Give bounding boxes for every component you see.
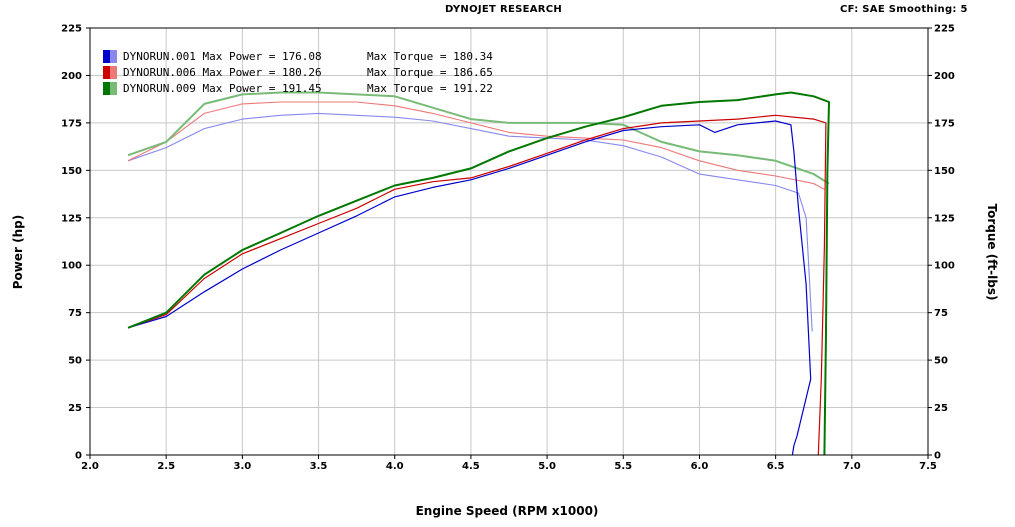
x-tick-label: 6.5: [767, 461, 785, 472]
legend-torque-label: Max Torque = 186.65: [367, 66, 493, 79]
y-tick-label-left: 50: [68, 356, 82, 367]
x-tick-label: 3.0: [234, 461, 252, 472]
series-line-dynorun-001-power: [127, 120, 812, 456]
x-tick-label: 5.5: [614, 461, 632, 472]
series-line-dynorun-009-torque: [127, 91, 830, 185]
y-tick-label-left: 75: [68, 308, 82, 319]
y-tick-label-right: 175: [934, 118, 955, 129]
legend-torque-label: Max Torque = 180.34: [367, 50, 493, 63]
y-axis-label-right: Torque (ft-lbs): [985, 204, 999, 301]
y-tick-label-left: 200: [61, 71, 82, 82]
y-tick-label-right: 150: [934, 166, 955, 177]
x-tick-label: 2.5: [157, 461, 175, 472]
legend-run-label: DYNORUN.009 Max Power = 191.45: [123, 82, 322, 95]
x-tick-label: 4.5: [462, 461, 480, 472]
legend-torque-label: Max Torque = 191.22: [367, 82, 493, 95]
y-tick-label-right: 225: [934, 24, 955, 35]
y-tick-label-right: 0: [934, 451, 941, 462]
x-axis-label: Engine Speed (RPM x1000): [416, 504, 599, 518]
legend-swatch-torque: [110, 66, 117, 79]
series-line-dynorun-001-torque: [127, 112, 813, 332]
x-tick-label: 3.5: [310, 461, 328, 472]
legend-swatch-power: [103, 66, 110, 79]
x-tick-label: 5.0: [538, 461, 556, 472]
y-tick-label-left: 150: [61, 166, 82, 177]
y-tick-label-left: 100: [61, 261, 82, 272]
y-tick-label-right: 125: [934, 213, 955, 224]
y-tick-label-left: 0: [75, 451, 82, 462]
y-axis-label-left: Power (hp): [11, 215, 25, 289]
plot-area: [90, 28, 928, 455]
x-tick-label: 6.0: [691, 461, 709, 472]
chart-info: CF: SAE Smoothing: 5: [840, 4, 968, 15]
x-tick-label: 4.0: [386, 461, 404, 472]
x-tick-label: 7.5: [919, 461, 937, 472]
y-tick-label-left: 225: [61, 24, 82, 35]
legend-swatch-torque: [110, 50, 117, 63]
y-tick-label-left: 175: [61, 118, 82, 129]
chart-title: DYNOJET RESEARCH: [445, 4, 563, 15]
legend-swatch-power: [103, 50, 110, 63]
y-tick-label-right: 25: [934, 403, 948, 414]
legend-run-label: DYNORUN.001 Max Power = 176.08: [123, 50, 322, 63]
x-tick-label: 7.0: [843, 461, 861, 472]
legend-run-label: DYNORUN.006 Max Power = 180.26: [123, 66, 322, 79]
legend-swatch-power: [103, 82, 110, 95]
series-line-dynorun-006-torque: [127, 101, 825, 190]
x-tick-label: 2.0: [81, 461, 99, 472]
y-tick-label-left: 25: [68, 403, 82, 414]
series-line-dynorun-009-power: [127, 91, 830, 456]
y-tick-label-right: 100: [934, 261, 955, 272]
legend-swatch-torque: [110, 82, 117, 95]
series-line-dynorun-006-power: [127, 114, 827, 456]
plot-frame: [89, 27, 929, 456]
y-tick-label-right: 50: [934, 356, 948, 367]
y-tick-label-right: 75: [934, 308, 948, 319]
y-tick-label-right: 200: [934, 71, 955, 82]
y-tick-label-left: 125: [61, 213, 82, 224]
